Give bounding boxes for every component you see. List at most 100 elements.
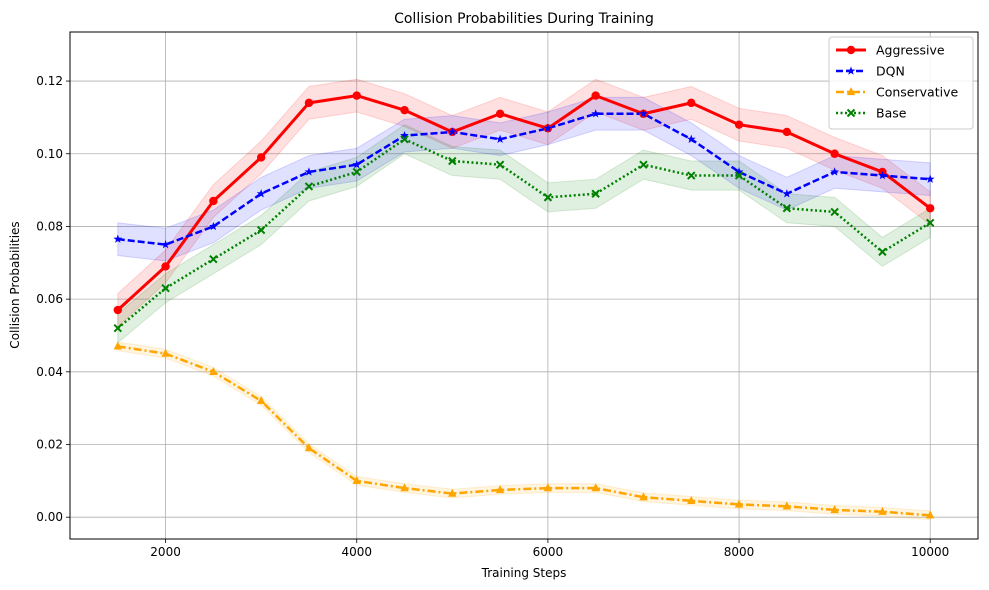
aggressive-band xyxy=(117,78,931,328)
aggressive-point xyxy=(687,98,696,108)
dqn-point xyxy=(400,130,409,140)
legend: Aggressive DQN Conservative Base xyxy=(828,36,974,130)
aggressive-point xyxy=(352,91,361,100)
aggressive-point xyxy=(495,109,505,118)
legend-dqn-marker xyxy=(846,66,856,75)
conservative-point xyxy=(256,396,266,405)
x-axis-ticks: 2000 4000 6000 8000 10000 xyxy=(150,539,949,559)
y-tick-label: 0.10 xyxy=(36,147,63,161)
base-point xyxy=(400,135,409,144)
aggressive-point xyxy=(591,91,600,100)
aggressive-point xyxy=(830,149,839,158)
legend-conservative-label: Conservative xyxy=(876,85,958,100)
base-point xyxy=(687,171,696,180)
legend-base-label: Base xyxy=(876,106,907,121)
y-tick-label: 0.08 xyxy=(36,219,63,233)
conservative-point xyxy=(448,488,457,497)
grid-lines xyxy=(70,32,978,539)
conservative-point xyxy=(400,483,409,492)
base-point xyxy=(734,171,744,180)
legend-aggressive-label: Aggressive xyxy=(876,43,945,58)
y-axis-label: Collision Probabilities xyxy=(8,221,22,348)
conservative-point xyxy=(113,341,122,350)
dqn-point xyxy=(782,189,792,198)
y-tick-label: 0.02 xyxy=(36,438,63,452)
dqn-point xyxy=(639,109,648,118)
conservative-point xyxy=(543,483,553,492)
x-tick-label: 6000 xyxy=(533,545,564,559)
x-tick-label: 2000 xyxy=(150,545,181,559)
confidence-bands xyxy=(117,78,931,521)
dqn-point xyxy=(256,189,266,198)
dqn-point xyxy=(352,160,362,169)
y-tick-label: 0.06 xyxy=(36,292,63,306)
aggressive-point xyxy=(161,262,170,271)
base-point xyxy=(591,189,600,198)
dqn-point xyxy=(304,167,314,176)
base-point xyxy=(543,193,553,202)
y-tick-label: 0.04 xyxy=(36,365,63,379)
base-point xyxy=(352,167,361,177)
aggressive-point xyxy=(209,196,218,206)
dqn-point xyxy=(208,221,218,231)
conservative-point xyxy=(352,476,361,484)
aggressive-point xyxy=(926,204,935,213)
conservative-point xyxy=(878,506,887,515)
plot-frame xyxy=(69,31,979,540)
dqn-point xyxy=(113,234,123,243)
dqn-point xyxy=(925,174,935,183)
y-tick-label: 0.00 xyxy=(36,510,63,524)
base-point xyxy=(782,204,792,213)
aggressive-line xyxy=(116,94,932,312)
conservative-line xyxy=(117,345,931,517)
conservative-point xyxy=(304,443,314,452)
aggressive-point xyxy=(304,98,314,108)
legend-dqn-label: DQN xyxy=(876,64,905,79)
conservative-point xyxy=(639,492,648,501)
legend-base-marker xyxy=(846,108,856,118)
y-tick-label: 0.12 xyxy=(36,74,63,88)
conservative-point xyxy=(830,505,839,514)
dqn-point xyxy=(878,170,887,180)
dqn-point xyxy=(161,239,170,249)
aggressive-point xyxy=(734,120,744,129)
legend-aggressive-marker xyxy=(846,45,856,55)
conservative-point xyxy=(734,499,744,508)
dqn-line xyxy=(117,112,931,246)
base-point xyxy=(161,284,170,293)
conservative-point xyxy=(161,348,170,357)
series-markers xyxy=(113,91,935,519)
conservative-point xyxy=(782,501,792,510)
conservative-point xyxy=(495,485,505,494)
x-tick-label: 4000 xyxy=(341,545,372,559)
conservative-point xyxy=(926,510,935,519)
base-point xyxy=(878,247,887,257)
base-point xyxy=(256,225,266,235)
base-point xyxy=(495,160,505,169)
dqn-point xyxy=(543,123,553,133)
base-point xyxy=(304,182,314,191)
aggressive-point xyxy=(256,153,266,162)
base-band xyxy=(117,124,931,344)
conservative-point xyxy=(591,483,600,492)
dqn-point xyxy=(830,167,840,176)
base-point xyxy=(113,323,122,333)
base-point xyxy=(639,160,648,169)
x-axis-label: Training Steps xyxy=(481,566,567,580)
dqn-point xyxy=(447,127,457,136)
legend-box xyxy=(828,36,974,130)
dqn-point xyxy=(734,167,744,176)
series-lines xyxy=(116,94,932,517)
aggressive-point xyxy=(113,305,122,315)
chart-title: Collision Probabilities During Training xyxy=(394,11,654,27)
aggressive-point xyxy=(400,105,409,115)
base-point xyxy=(209,254,218,264)
conservative-point xyxy=(209,366,218,375)
dqn-band xyxy=(117,96,931,262)
y-axis-ticks: 0.00 0.02 0.04 0.06 0.08 0.10 0.12 xyxy=(36,74,70,524)
legend-conservative-marker xyxy=(846,87,856,96)
dqn-point xyxy=(686,134,696,143)
base-point xyxy=(926,218,935,228)
dqn-point xyxy=(591,109,601,118)
